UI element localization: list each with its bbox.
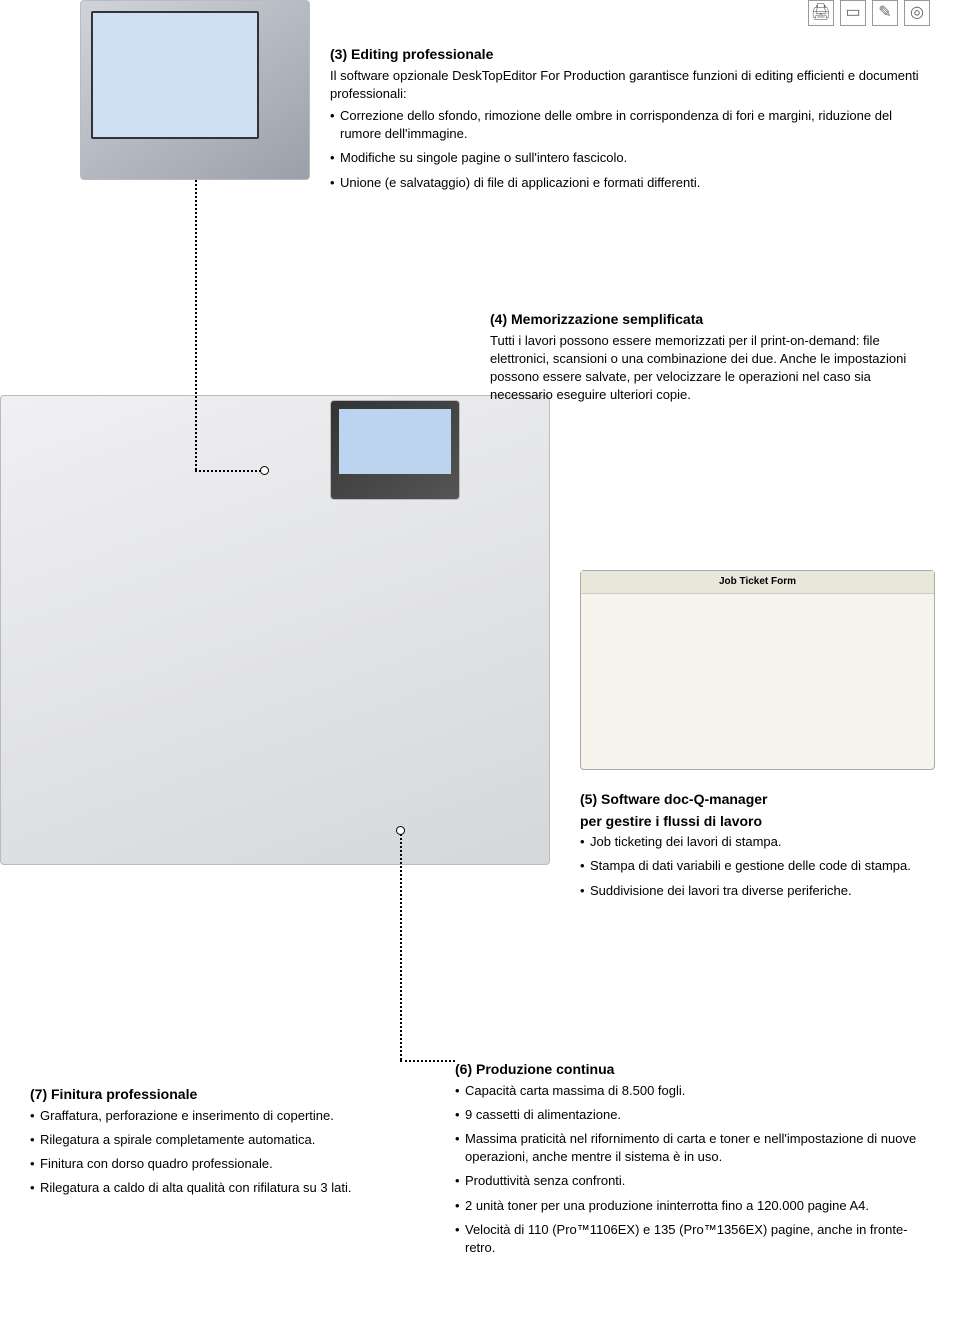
section-title: (7) Finitura professionale — [30, 1085, 430, 1105]
section-subtitle: per gestire i flussi di lavoro — [580, 812, 930, 832]
bullet-item: 9 cassetti di alimentazione. — [455, 1106, 935, 1124]
small-panel-photo — [330, 400, 460, 500]
connector-line — [195, 180, 197, 470]
section-title: (5) Software doc-Q-manager — [580, 790, 930, 810]
printer-icon: 🖨 — [808, 0, 834, 26]
bullet-item: Correzione dello sfondo, rimozione delle… — [330, 107, 920, 143]
section-intro: Il software opzionale DeskTopEditor For … — [330, 67, 920, 103]
bullet-item: Massima praticità nel rifornimento di ca… — [455, 1130, 935, 1166]
section-6-production: (6) Produzione continua Capacità carta m… — [455, 1060, 935, 1263]
bullet-item: Velocità di 110 (Pro™1106EX) e 135 (Pro™… — [455, 1221, 935, 1257]
bullet-list: Graffatura, perforazione e inserimento d… — [30, 1107, 430, 1198]
bullet-list: Job ticketing dei lavori di stampa. Stam… — [580, 833, 930, 900]
connector-line — [195, 470, 265, 472]
section-body: Tutti i lavori possono essere memorizzat… — [490, 332, 920, 405]
control-panel-photo — [80, 0, 310, 180]
connector-point — [260, 466, 269, 475]
bullet-item: Graffatura, perforazione e inserimento d… — [30, 1107, 430, 1125]
bullet-list: Correzione dello sfondo, rimozione delle… — [330, 107, 920, 192]
bullet-item: Unione (e salvataggio) di file di applic… — [330, 174, 920, 192]
job-ticket-title: Job Ticket Form — [581, 571, 934, 594]
section-title: (3) Editing professionale — [330, 45, 920, 65]
job-ticket-screenshot: Job Ticket Form — [580, 570, 935, 770]
bullet-item: Capacità carta massima di 8.500 fogli. — [455, 1082, 935, 1100]
printer-photo — [0, 395, 550, 865]
page-icon: ▭ — [840, 0, 866, 26]
bullet-item: Job ticketing dei lavori di stampa. — [580, 833, 930, 851]
brochure-page: 🖨 ▭ ✎ ◎ Job Ticket Form (3) Editing prof… — [0, 0, 960, 1335]
bullet-item: Suddivisione dei lavori tra diverse peri… — [580, 882, 930, 900]
bullet-list: Capacità carta massima di 8.500 fogli. 9… — [455, 1082, 935, 1258]
pencil-icon: ✎ — [872, 0, 898, 26]
bullet-item: Rilegatura a spirale completamente autom… — [30, 1131, 430, 1149]
bullet-item: Finitura con dorso quadro professionale. — [30, 1155, 430, 1173]
section-title: (4) Memorizzazione semplificata — [490, 310, 920, 330]
section-3-editing: (3) Editing professionale Il software op… — [330, 45, 920, 198]
bullet-item: Stampa di dati variabili e gestione dell… — [580, 857, 930, 875]
connector-line — [400, 830, 402, 1060]
bullet-item: Rilegatura a caldo di alta qualità con r… — [30, 1179, 430, 1197]
bullet-item: Produttività senza confronti. — [455, 1172, 935, 1190]
icon-strip: 🖨 ▭ ✎ ◎ — [808, 0, 930, 26]
connector-line — [400, 1060, 455, 1062]
section-7-finishing: (7) Finitura professionale Graffatura, p… — [30, 1085, 430, 1203]
section-5-software: (5) Software doc-Q-manager per gestire i… — [580, 790, 930, 906]
bullet-item: Modifiche su singole pagine o sull'inter… — [330, 149, 920, 167]
bullet-item: 2 unità toner per una produzione ininter… — [455, 1197, 935, 1215]
section-title: (6) Produzione continua — [455, 1060, 935, 1080]
section-4-storage: (4) Memorizzazione semplificata Tutti i … — [490, 310, 920, 408]
target-icon: ◎ — [904, 0, 930, 26]
connector-point — [396, 826, 405, 835]
